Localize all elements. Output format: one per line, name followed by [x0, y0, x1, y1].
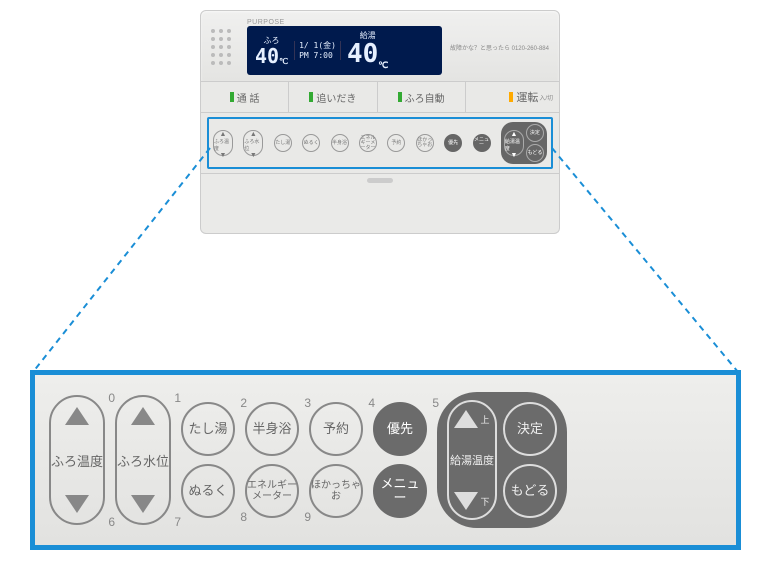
hoka-mini[interactable]: ほかっちゃお — [416, 134, 434, 152]
lcd-date: 1/ 1(金) — [299, 41, 336, 51]
digit-7: 7 — [174, 515, 181, 529]
triangle-up-icon — [454, 410, 478, 428]
digit-0: 0 — [108, 391, 115, 405]
triangle-down-icon — [65, 495, 89, 513]
brand-logo: PURPOSE — [247, 19, 442, 26]
supply-temp-rocker-mini[interactable]: ▲給湯温度▼ — [504, 130, 524, 156]
nuruku-mini[interactable]: ぬるく — [302, 134, 320, 152]
yoyaku-mini[interactable]: 予約 — [387, 134, 405, 152]
bath-temp-rocker[interactable]: ふろ温度 — [49, 395, 105, 525]
tashiyu-mini[interactable]: たし湯 — [274, 134, 292, 152]
digit-5: 5 — [432, 396, 439, 410]
digit-9: 9 — [304, 510, 311, 524]
speaker-grille — [211, 26, 239, 68]
reserve-button[interactable]: 予約 — [309, 402, 363, 456]
button-strip: ▲ふろ温度▼ ▲ふろ水位▼ たし湯 ぬるく 半身浴 エネルギーメーター 予約 ほ… — [200, 113, 560, 174]
flap-handle — [367, 178, 393, 183]
hanshin-button[interactable]: 半身浴 — [245, 402, 299, 456]
back-mini[interactable]: もどる — [526, 144, 544, 162]
nuruku-button[interactable]: ぬるく — [181, 464, 235, 518]
supply-temp-group: 上 給湯温度 下 決定 もどる — [437, 392, 567, 528]
lcd-display: ふろ 40℃ 1/ 1(金) PM 7:00 給湯 40℃ — [247, 26, 442, 75]
bath-level-rocker-mini[interactable]: ▲ふろ水位▼ — [243, 130, 263, 156]
contact-note: 故障かな？と思ったら 0120-260-884 — [450, 43, 549, 52]
panel-header: PURPOSE ふろ 40℃ 1/ 1(金) PM 7:00 給湯 40℃ 故障… — [200, 10, 560, 82]
back-button[interactable]: もどる — [503, 464, 557, 518]
lcd-time: PM 7:00 — [299, 51, 336, 61]
call-button[interactable]: 通 話 — [201, 82, 289, 112]
triangle-up-icon — [131, 407, 155, 425]
bath-auto-button[interactable]: ふろ自動 — [378, 82, 466, 112]
energy-button[interactable]: エネルギー メーター — [245, 464, 299, 518]
panel-flap — [200, 174, 560, 234]
reheat-button[interactable]: 追いだき — [289, 82, 377, 112]
hanshin-mini[interactable]: 半身浴 — [331, 134, 349, 152]
supply-temp-rocker[interactable]: 上 給湯温度 下 — [447, 400, 497, 520]
power-button[interactable]: 運転入/切 — [466, 82, 559, 112]
menu-button[interactable]: メニュー — [373, 464, 427, 518]
zoom-panel: ふろ温度 0 6 ふろ水位 1 7 たし湯2 ぬるく8 半身浴3 エネルギー メ… — [30, 370, 741, 550]
control-panel: PURPOSE ふろ 40℃ 1/ 1(金) PM 7:00 給湯 40℃ 故障… — [200, 10, 560, 234]
bath-level-rocker[interactable]: ふろ水位 — [115, 395, 171, 525]
bath-temp: 40 — [255, 46, 279, 66]
triangle-down-icon — [131, 495, 155, 513]
supply-temp: 40 — [347, 39, 378, 69]
energy-mini[interactable]: エネルギーメーター — [359, 134, 377, 152]
hokacchao-button[interactable]: ほかっちゃお — [309, 464, 363, 518]
ok-button[interactable]: 決定 — [503, 402, 557, 456]
supply-group-mini: ▲給湯温度▼ 決定 もどる — [501, 122, 547, 164]
ok-mini[interactable]: 決定 — [526, 124, 544, 142]
tashiyu-button[interactable]: たし湯 — [181, 402, 235, 456]
digit-6: 6 — [108, 515, 115, 529]
bath-temp-rocker-mini[interactable]: ▲ふろ温度▼ — [213, 130, 233, 156]
priority-mini[interactable]: 優先 — [444, 134, 462, 152]
button-strip-highlight: ▲ふろ温度▼ ▲ふろ水位▼ たし湯 ぬるく 半身浴 エネルギーメーター 予約 ほ… — [207, 117, 553, 169]
priority-button[interactable]: 優先 — [373, 402, 427, 456]
digit-1: 1 — [174, 391, 181, 405]
triangle-up-icon — [65, 407, 89, 425]
menu-mini[interactable]: メニュー — [473, 134, 491, 152]
triangle-down-icon — [454, 492, 478, 510]
main-button-row: 通 話 追いだき ふろ自動 運転入/切 — [200, 82, 560, 113]
